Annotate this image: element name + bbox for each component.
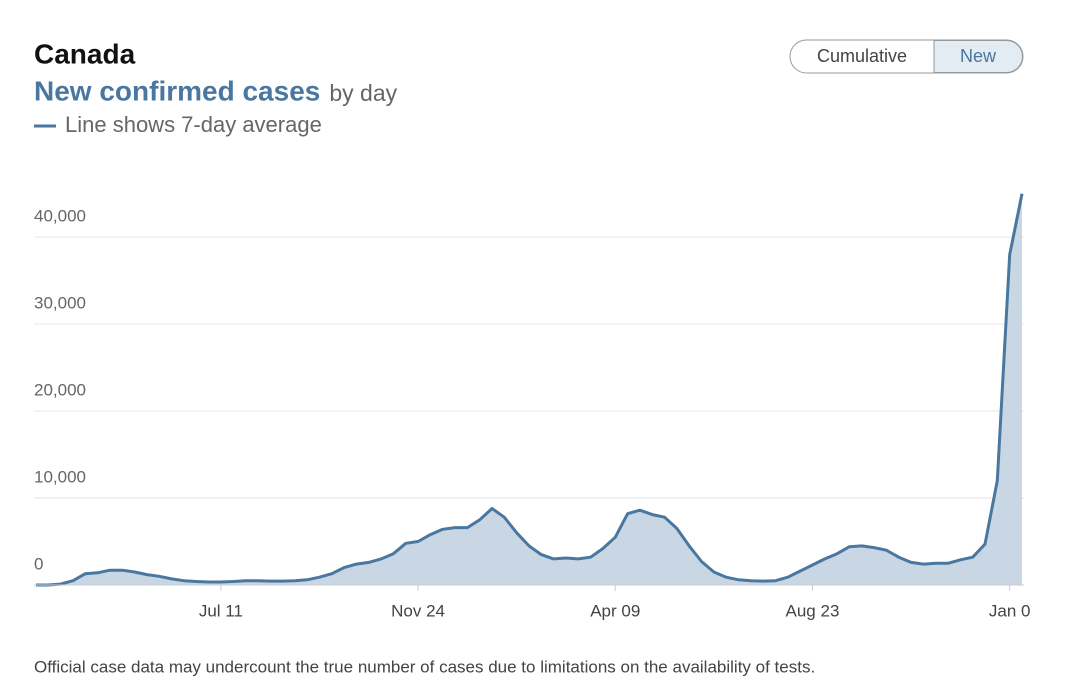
- footnote: Official case data may undercount the tr…: [34, 657, 815, 676]
- y-tick-label: 10,000: [34, 468, 86, 487]
- chart-title: Canada: [34, 38, 136, 69]
- y-tick-label: 20,000: [34, 381, 86, 400]
- y-tick-label: 40,000: [34, 207, 86, 226]
- legend-text: Line shows 7-day average: [65, 112, 322, 137]
- subtitle: New confirmed cases: [34, 75, 320, 106]
- line: [36, 193, 1024, 587]
- subtitle-suffix: by day: [329, 80, 397, 106]
- button-cumulative[interactable]: Cumulative: [817, 46, 907, 66]
- button-new[interactable]: [933, 40, 1023, 73]
- area: [36, 193, 1022, 585]
- x-tick-label: Nov 24: [391, 601, 445, 620]
- x-tick-label: Jul 11: [199, 601, 243, 620]
- y-tick-label: 0: [34, 554, 43, 573]
- toggle: Cumulative New: [789, 39, 1024, 74]
- x-tick-label: Apr 09: [590, 601, 640, 620]
- x-tick-label: Jan 0: [989, 601, 1031, 620]
- y-tick-label: 30,000: [34, 294, 86, 313]
- button-new-label[interactable]: New: [960, 46, 997, 66]
- x-tick-label: Aug 23: [786, 601, 840, 620]
